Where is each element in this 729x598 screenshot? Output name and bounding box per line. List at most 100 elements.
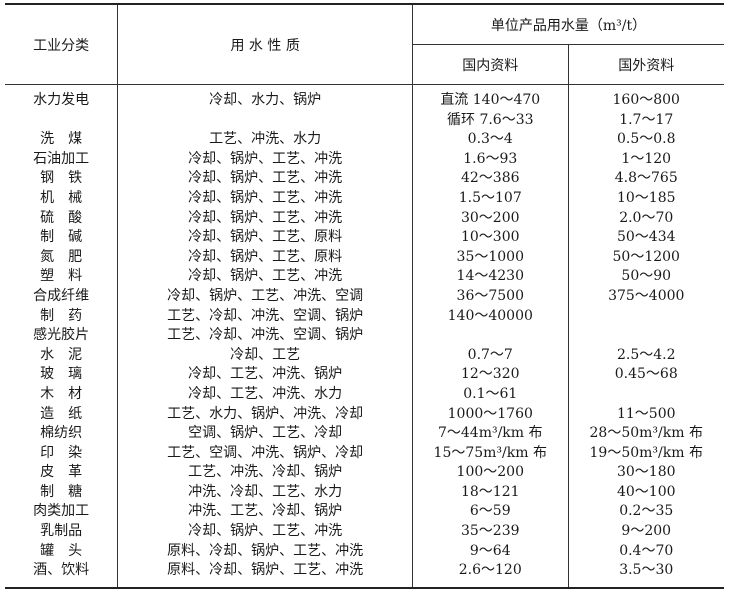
cell-nature: 工艺、空调、冲洗、锅炉、冷却 <box>117 443 414 464</box>
cell-domestic: 10～300 <box>412 228 569 248</box>
cell-domestic: 18～121 <box>412 482 569 503</box>
cell-foreign: 9～200 <box>621 523 672 540</box>
cell-domestic: 140～40000 <box>412 306 569 327</box>
cell-category: 制 药 <box>5 306 119 327</box>
cell-domestic: 30～200 <box>412 208 569 229</box>
cell-domestic: 36～7500 <box>412 286 569 307</box>
cell-nature: 冷却、锅炉、工艺、冲洗 <box>117 522 414 542</box>
cell-category: 棉纺织 <box>5 424 119 444</box>
cell-nature: 原料、冷却、锅炉、工艺、冲洗 <box>117 561 414 589</box>
cell-domestic: 2.6～120 <box>412 561 569 589</box>
cell-category: 印 染 <box>5 443 119 464</box>
cell-foreign: 0.4～70 <box>619 542 674 559</box>
table-row: 木 材冷却、工艺、冲洗、水力 0.1～61 <box>5 384 724 405</box>
cell-domestic: 6～59 <box>412 502 569 523</box>
cell-domestic: 0.3～4 <box>412 130 569 150</box>
cell-category: 玻 璃 <box>5 365 119 385</box>
cell-domestic: 1.5～107 <box>412 188 569 209</box>
table-row: 罐 头原料、冷却、锅炉、工艺、冲洗 9～64 0.4～70 <box>5 541 724 562</box>
table-row: 印 染工艺、空调、冲洗、锅炉、冷却 15～75m³/km 布 19～50m³/km … <box>5 443 724 464</box>
cell-domestic: 直流 140～470 <box>412 84 569 111</box>
cell-category: 感光胶片 <box>5 326 119 346</box>
header-category: 工业分类 <box>5 3 119 85</box>
cell-foreign: 0.5～0.8 <box>616 131 676 148</box>
table-row: 制 糖冲洗、冷却、工艺、水力 18～121 40～100 <box>5 482 724 503</box>
cell-domestic: 42～386 <box>412 169 569 189</box>
cell-domestic: 0.1～61 <box>412 384 569 405</box>
cell-foreign: 0.45～68 <box>614 366 678 383</box>
cell-category: 酒、饮料 <box>5 561 119 589</box>
cell-nature: 冷却、锅炉、工艺、冲洗 <box>117 267 414 287</box>
cell-domestic: 0.7～7 <box>412 345 569 366</box>
cell-category: 水力发电 <box>5 84 119 111</box>
cell-nature: 冲洗、冷却、工艺、水力 <box>117 482 414 503</box>
cell-nature: 冷却、锅炉、工艺、原料 <box>117 247 414 268</box>
cell-foreign: 375～4000 <box>608 287 685 304</box>
cell-foreign: 0.2～35 <box>619 503 674 520</box>
table-row: 制 药工艺、冷却、冲洗、空调、锅炉 140～40000 <box>5 306 724 327</box>
cell-foreign <box>568 326 724 346</box>
water-use-table: 工业分类 用 水 性 质 单位产品用水量（m³/t） 国内资料 国外资料 水力发… <box>5 3 724 589</box>
cell-foreign: 11～500 <box>616 405 676 422</box>
cell-category: 罐 头 <box>5 541 119 562</box>
cell-domestic: 1.6～93 <box>412 149 569 170</box>
cell-domestic: 14～4230 <box>412 267 569 287</box>
cell-category: 塑 料 <box>5 267 119 287</box>
cell-category: 石油加工 <box>5 149 119 170</box>
cell-domestic: 9～64 <box>412 541 569 562</box>
cell-nature: 冷却、锅炉、工艺、冲洗 <box>117 208 414 229</box>
cell-foreign: 2.0～70 <box>619 209 674 226</box>
cell-foreign: 40～100 <box>616 483 676 500</box>
table-row: 合成纤维 冷却、锅炉、工艺、冲洗、空调 36～7500 375～4000 <box>5 286 724 307</box>
water-use-table-container: 工业分类 用 水 性 质 单位产品用水量（m³/t） 国内资料 国外资料 水力发… <box>5 3 724 589</box>
cell-category: 制 碱 <box>5 228 119 248</box>
cell-category: 钢 铁 <box>5 169 119 189</box>
cell-foreign: 4.8～765 <box>614 170 678 187</box>
cell-foreign: 2.5～4.2 <box>616 346 676 363</box>
table-row: 循环 7.6～33 1.7～17 <box>5 110 724 131</box>
table-row: 洗 煤工艺、冲洗、水力 0.3～4 0.5～0.8 <box>5 130 724 150</box>
cell-category: 机 械 <box>5 188 119 209</box>
table-row: 酒、饮料 原料、冷却、锅炉、工艺、冲洗 2.6～120 3.5～30 <box>5 561 724 589</box>
cell-nature <box>117 110 414 131</box>
cell-category: 木 材 <box>5 384 119 405</box>
table-row: 感光胶片 工艺、冷却、冲洗、空调、锅炉 <box>5 326 724 346</box>
cell-foreign: 1～120 <box>621 150 672 167</box>
cell-nature: 冷却、锅炉、工艺、冲洗 <box>117 149 414 170</box>
cell-domestic: 12～320 <box>412 365 569 385</box>
header-unit-group: 单位产品用水量（m³/t） <box>412 3 724 45</box>
cell-domestic: 15～75m³/km 布 <box>412 443 569 464</box>
header-domestic: 国内资料 <box>412 44 569 85</box>
cell-nature: 原料、冷却、锅炉、工艺、冲洗 <box>117 541 414 562</box>
cell-nature: 冷却、水力、锅炉 <box>117 84 414 111</box>
cell-category: 造 纸 <box>5 404 119 425</box>
cell-domestic: 35～1000 <box>412 247 569 268</box>
cell-foreign <box>568 385 724 405</box>
cell-domestic <box>412 326 569 346</box>
cell-domestic: 7～44m³/km 布 <box>412 424 569 444</box>
cell-foreign: 10～185 <box>616 189 676 206</box>
cell-nature: 空调、锅炉、工艺、冷却 <box>117 424 414 444</box>
table-row: 肉类加工 冲洗、工艺、冷却、锅炉 6～59 0.2～35 <box>5 502 724 523</box>
table-row: 机 械冷却、锅炉、工艺、冲洗 1.5～107 10～185 <box>5 188 724 209</box>
cell-nature: 工艺、冷却、冲洗、空调、锅炉 <box>117 306 414 327</box>
cell-foreign <box>568 307 724 327</box>
cell-category: 制 糖 <box>5 482 119 503</box>
cell-nature: 工艺、冷却、冲洗、空调、锅炉 <box>117 326 414 346</box>
table-row: 氮 肥冷却、锅炉、工艺、原料 35～1000 50～1200 <box>5 247 724 268</box>
cell-nature: 冷却、工艺、冲洗、锅炉 <box>117 365 414 385</box>
cell-nature: 冷却、工艺 <box>117 345 414 366</box>
cell-nature: 冷却、锅炉、工艺、冲洗、空调 <box>117 286 414 307</box>
table-row: 乳制品 冷却、锅炉、工艺、冲洗 35～239 9～200 <box>5 522 724 542</box>
cell-foreign: 19～50m³/km 布 <box>589 444 703 461</box>
cell-category: 皮 革 <box>5 463 119 483</box>
table-row: 水 泥冷却、工艺 0.7～7 2.5～4.2 <box>5 345 724 366</box>
cell-nature: 工艺、冲洗、冷却、锅炉 <box>117 463 414 483</box>
cell-foreign: 1.7～17 <box>619 111 674 128</box>
cell-category: 洗 煤 <box>5 130 119 150</box>
header-foreign: 国外资料 <box>568 44 724 85</box>
cell-nature: 工艺、冲洗、水力 <box>117 130 414 150</box>
table-row: 硫 酸冷却、锅炉、工艺、冲洗 30～200 2.0～70 <box>5 208 724 229</box>
cell-nature: 冲洗、工艺、冷却、锅炉 <box>117 502 414 523</box>
cell-domestic: 100～200 <box>412 463 569 483</box>
